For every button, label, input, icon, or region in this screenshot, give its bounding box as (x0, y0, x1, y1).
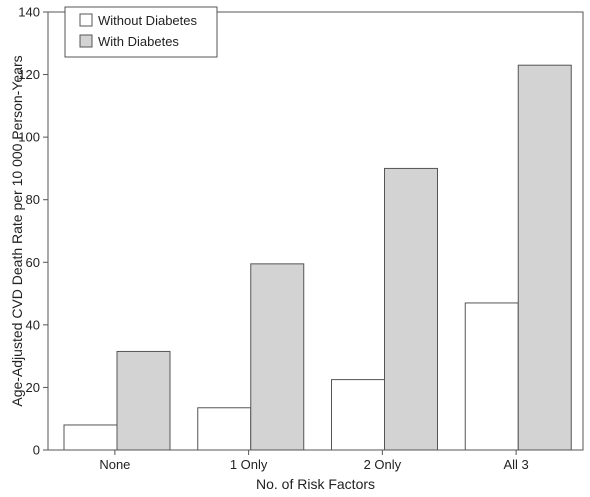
y-axis-label: Age-Adjusted CVD Death Rate per 10 000 P… (9, 55, 25, 406)
x-tick-label-1: 1 Only (230, 457, 268, 472)
legend-label-0: Without Diabetes (98, 13, 197, 28)
y-tick-label-1: 20 (26, 380, 40, 395)
bar-without-diabetes-1 (197, 407, 252, 451)
legend-label-1: With Diabetes (98, 34, 179, 49)
y-tick-label-6: 120 (18, 67, 40, 82)
y-tick-label-7: 140 (18, 5, 40, 20)
y-tick-label-5: 100 (18, 130, 40, 145)
bar-with-diabetes-3 (517, 64, 572, 451)
y-tick-label-2: 40 (26, 317, 40, 332)
bar-without-diabetes-3 (464, 302, 519, 451)
bar-without-diabetes-0 (63, 424, 118, 451)
y-tick-label-4: 80 (26, 192, 40, 207)
plot-frame (47, 11, 584, 451)
x-tick-label-0: None (99, 457, 130, 472)
x-tick-label-3: All 3 (503, 457, 528, 472)
legend-swatch-0 (79, 13, 93, 27)
y-tick-label-0: 0 (33, 443, 40, 458)
legend: Without Diabetes With Diabetes (64, 6, 218, 58)
x-tick-label-2: 2 Only (364, 457, 402, 472)
bars-layer (63, 64, 572, 451)
axes-layer: 0 20 40 60 80 100 120 140 None 1 Only 2 Only All 3 (18, 5, 584, 472)
bar-without-diabetes-2 (331, 379, 385, 451)
y-tick-label-3: 60 (26, 255, 40, 270)
x-axis-label: No. of Risk Factors (256, 476, 375, 492)
bar-with-diabetes-1 (250, 263, 305, 451)
legend-swatch-1 (79, 34, 93, 48)
bar-with-diabetes-0 (116, 350, 171, 451)
bar-with-diabetes-2 (384, 167, 438, 451)
